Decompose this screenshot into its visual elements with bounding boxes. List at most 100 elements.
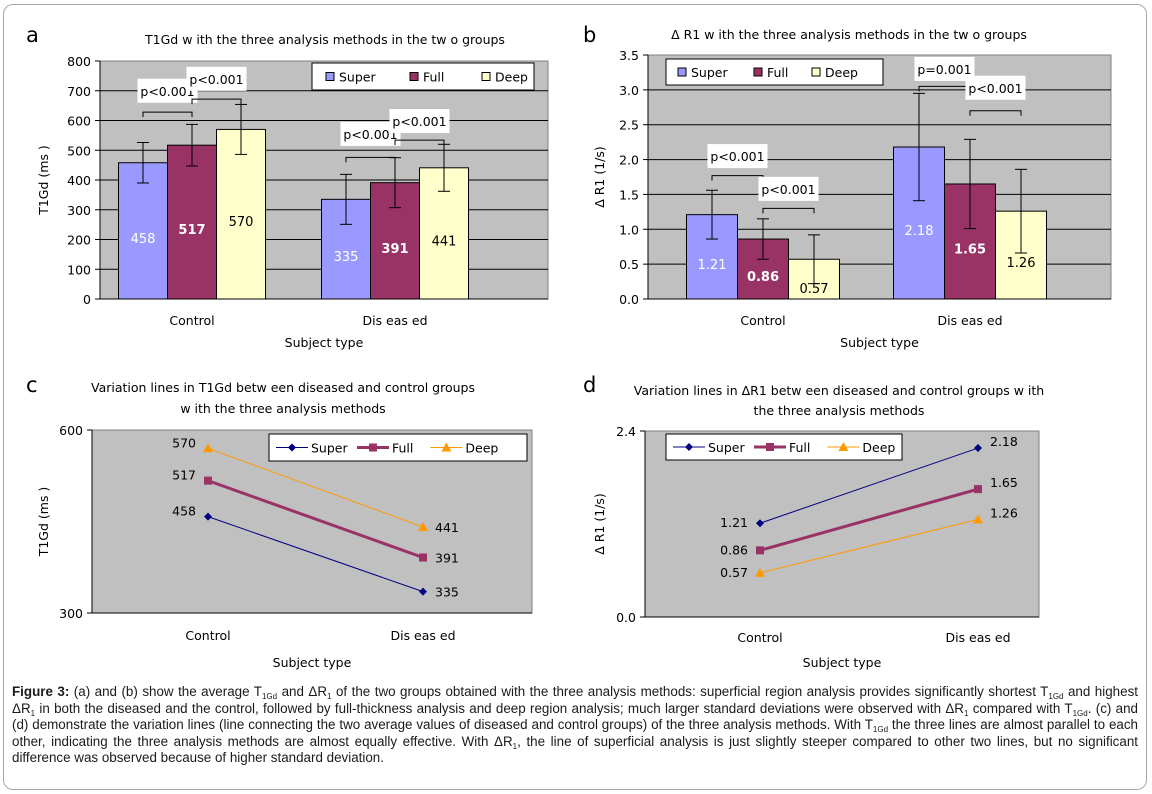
- marker-full: [419, 553, 427, 562]
- y-axis-label: Δ R1 (1/s): [592, 493, 607, 555]
- caption-text: in both the diseased and the control, fo…: [35, 700, 964, 716]
- figure-caption: Figure 3: (a) and (b) show the average T…: [12, 684, 1138, 767]
- category-label: Control: [737, 630, 782, 645]
- data-label: 0.57: [720, 565, 748, 580]
- chart-panel-a: T1Gd w ith the three analysis methods in…: [36, 32, 549, 350]
- panel-letter-a: a: [26, 23, 39, 47]
- legend-label: Super: [691, 65, 728, 80]
- marker-super: [204, 512, 212, 521]
- significance-bracket: [345, 156, 396, 163]
- chart-panel-d: Variation lines in ΔR1 betw een diseased…: [592, 383, 1044, 670]
- chart-panel-b: Δ R1 w ith the three analysis methods in…: [592, 27, 1112, 350]
- series-line-deep: [207, 447, 424, 528]
- chart-panel-c: Variation lines in T1Gd betw een disease…: [36, 380, 533, 670]
- category-label: Control: [185, 628, 230, 643]
- y-axis-label: T1Gd (ms ): [36, 487, 51, 558]
- y-axis-label: Δ R1 (1/s): [592, 146, 607, 208]
- y-tick-label: 500: [67, 143, 91, 158]
- marker-full: [204, 476, 212, 485]
- caption-subscript: 1Gd: [1072, 708, 1088, 718]
- p-value-label: p<0.001: [392, 114, 446, 129]
- y-tick-label: 0.0: [619, 292, 639, 307]
- data-label: 391: [435, 550, 459, 565]
- data-label: 458: [131, 232, 156, 247]
- caption-subscript: 1: [327, 692, 332, 701]
- data-label: 1.21: [720, 515, 748, 530]
- marker-deep: [973, 514, 983, 524]
- data-label: 0.86: [720, 542, 748, 557]
- figure-canvas: a b c d T1Gd w ith the three analysis me…: [26, 23, 1112, 670]
- y-tick-label: 300: [67, 203, 91, 218]
- category-label: Control: [169, 313, 214, 328]
- legend-swatch-deep: [481, 72, 491, 81]
- significance-bracket: [969, 110, 1022, 116]
- legend-box: [268, 433, 528, 462]
- data-label: 441: [432, 234, 457, 249]
- x-axis-label: Subject type: [840, 335, 919, 350]
- p-value-box: [758, 176, 819, 201]
- y-tick-label: 800: [67, 54, 91, 69]
- p-value-label: p<0.001: [189, 72, 243, 87]
- y-tick-label: 0.5: [619, 257, 639, 272]
- x-axis-label: Subject type: [285, 335, 364, 350]
- y-tick-label: 600: [67, 114, 91, 129]
- caption-text: of the two groups obtained with the thre…: [331, 684, 1049, 699]
- caption-subscript: 1: [963, 708, 969, 718]
- y-tick-label: 3.5: [619, 48, 639, 63]
- x-axis-label: Subject type: [273, 655, 352, 670]
- p-value-label: p<0.001: [710, 149, 764, 164]
- legend-swatch-super: [325, 72, 335, 81]
- data-label: 441: [435, 520, 459, 535]
- legend-swatch-full: [753, 67, 763, 77]
- data-label: 570: [229, 215, 254, 230]
- data-label: 1.65: [990, 475, 1018, 490]
- legend-marker-full: [766, 443, 774, 451]
- data-label: 0.86: [747, 270, 779, 285]
- legend-label: Deep: [465, 441, 498, 456]
- caption-text: , the line of superficial analysis is ju…: [12, 733, 1138, 766]
- legend-box: [665, 58, 884, 86]
- legend-label: Deep: [825, 65, 858, 80]
- marker-super: [756, 519, 764, 528]
- y-tick-label: 600: [59, 423, 83, 438]
- data-label: 2.18: [990, 434, 1018, 449]
- p-value-label: p<0.001: [343, 127, 397, 142]
- category-label: Dis eas ed: [362, 313, 427, 328]
- plot-area: [644, 430, 1040, 618]
- y-tick-label: 700: [67, 84, 91, 99]
- legend-marker-super: [685, 443, 693, 451]
- y-tick-label: 2.0: [619, 153, 639, 168]
- p-value-label: p<0.001: [968, 81, 1022, 96]
- legend-swatch-deep: [811, 67, 821, 77]
- bar-full: [167, 144, 217, 300]
- data-label: 335: [435, 585, 459, 600]
- category-label: Control: [740, 313, 785, 328]
- marker-full: [756, 546, 764, 555]
- caption-text: and ΔR: [277, 684, 328, 699]
- legend-marker-deep: [838, 442, 849, 451]
- panel-letter-d: d: [583, 373, 596, 397]
- y-tick-label: 2.5: [619, 118, 639, 133]
- series-line-super: [207, 516, 424, 593]
- series-line-super: [759, 447, 979, 524]
- category-label: Dis eas ed: [945, 630, 1010, 645]
- significance-bracket: [394, 139, 445, 146]
- y-tick-label: 0: [83, 292, 91, 307]
- legend-marker-full: [369, 443, 377, 452]
- chart-title: w ith the three analysis methods: [180, 401, 385, 416]
- chart-title: Variation lines in T1Gd betw een disease…: [91, 380, 475, 395]
- p-value-box: [707, 144, 768, 169]
- series-line-full: [759, 487, 979, 552]
- data-label: 570: [172, 435, 196, 450]
- panel-letter-b: b: [583, 23, 596, 47]
- data-label: 2.18: [905, 224, 934, 239]
- category-label: Dis eas ed: [937, 313, 1002, 328]
- marker-super: [974, 444, 982, 453]
- legend-label: Super: [339, 70, 376, 85]
- legend-swatch-full: [409, 72, 419, 81]
- data-label: 458: [172, 504, 196, 519]
- marker-deep: [755, 567, 765, 577]
- legend-box: [311, 62, 535, 91]
- p-value-box: [965, 75, 1026, 100]
- y-tick-label: 1.0: [619, 222, 639, 237]
